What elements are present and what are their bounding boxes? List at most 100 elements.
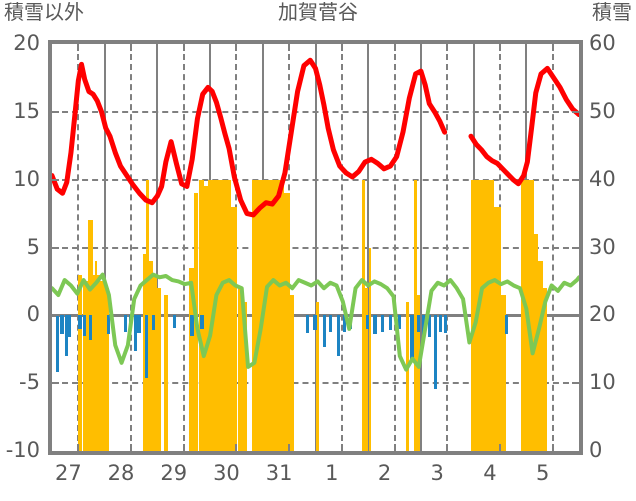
x-axis-label-2: 2 [377,461,392,485]
x-axis-label-4: 4 [483,461,497,485]
x-tickmark [340,444,343,451]
negative-value-bar [67,315,71,338]
snow-depth-bar [148,261,154,451]
snow-depth-bar [543,288,548,451]
negative-value-bar [416,315,420,332]
x-axis-label-30: 30 [213,461,240,485]
snow-depth-bar [315,301,319,451]
x-tickmark [182,444,185,451]
negative-value-bar [366,315,370,329]
x-axis-label-5: 5 [535,461,550,485]
snow-depth-bar [361,179,366,451]
snow-depth-bar [537,261,544,451]
x-tickmark [130,444,133,451]
x-tickmark [130,44,133,51]
y-axis-left-label--5: -5 [19,370,40,395]
snow-depth-bar [526,179,534,451]
snow-depth-bar [283,193,291,451]
y-tickmark [572,110,579,113]
snow-depth-bar [142,254,146,451]
y-tickmark [52,314,59,317]
snow-depth-bar [100,281,106,451]
negative-value-bar [123,315,127,332]
snow-depth-bar [478,179,494,451]
y-axis-left-label-20: 20 [13,31,40,55]
x-tickmark [235,44,238,51]
x-tickmark [182,44,185,51]
gridline-y-15 [52,110,579,113]
snow-depth-bar [95,261,98,451]
snow-depth-bar [237,288,243,451]
x-tickmark [340,44,343,51]
y-tickmark [572,314,579,317]
negative-value-bar [410,315,414,362]
y-axis-right-label-40: 40 [589,166,616,191]
temperature-line [52,57,448,218]
x-tickmark [393,444,396,451]
plot-inner [52,44,579,451]
negative-value-bar [329,315,333,332]
negative-value-bar [60,315,64,335]
negative-value-bar [444,315,448,333]
x-tickmark [446,444,449,451]
x-tickmark [235,444,238,451]
x-tickmark [288,444,291,451]
negative-value-bar [433,315,437,389]
y-axis-right-label-30: 30 [589,234,616,259]
snow-depth-bar [207,179,213,451]
x-tickmark [551,444,554,451]
y-tickmark [52,178,59,181]
x-axis-label-1: 1 [325,461,339,485]
snow-depth-bar [290,294,295,451]
y-tickmark [572,246,579,249]
negative-value-bar [64,315,68,357]
negative-value-bar [342,315,347,332]
x-axis-label-3: 3 [430,461,444,485]
snow-depth-bar [242,301,247,451]
negative-value-bar [82,315,86,336]
negative-value-bar [380,315,384,332]
line-layer [52,57,579,372]
gridline-y-5 [52,246,579,249]
negative-value-bar [88,315,93,340]
negative-value-bar [306,315,310,333]
y-axis-left-label-10: 10 [13,166,40,191]
y-axis-left-label-15: 15 [13,98,40,123]
snow-depth-bar [365,288,369,451]
snow-depth-bar [163,294,168,451]
negative-value-bar [173,315,177,328]
negative-value-bar [190,315,195,336]
snow-depth-bar [212,179,221,451]
snow-depth-bar [252,179,259,451]
snow-depth-bar [521,179,527,451]
x-tickmark [288,44,291,51]
y-axis-left-label-0: 0 [26,302,40,327]
x-axis-label-29: 29 [160,461,188,485]
negative-value-bar [322,315,327,347]
snow-depth-bar [231,206,238,451]
y-tickmark [572,178,579,181]
y-axis-left-label-5: 5 [26,234,40,259]
x-tickmark [77,444,80,451]
x-axis-label-31: 31 [265,461,293,485]
snow-depth-bar [157,288,161,451]
snow-depth-bar [203,186,208,451]
x-tickmark [498,44,501,51]
y-tickmark [572,382,579,385]
y-axis-right-label-20: 20 [589,302,616,327]
gridline-y-10 [52,178,579,181]
negative-value-bar [56,315,60,373]
x-tickmark [551,44,554,51]
snow-depth-bar [369,247,372,451]
left-axis-title: 積雪以外 [4,0,84,24]
snow-depth-bar [145,179,149,451]
y-axis-right-label-0: 0 [589,438,603,462]
negative-value-bar [389,315,393,331]
snow-depth-bar [493,206,501,451]
y-axis-right-label-10: 10 [589,370,616,395]
x-tickmark [446,44,449,51]
negative-value-bar [397,315,401,329]
y-axis-left-label--10: -10 [5,438,40,462]
snow-depth-bar [416,294,420,451]
